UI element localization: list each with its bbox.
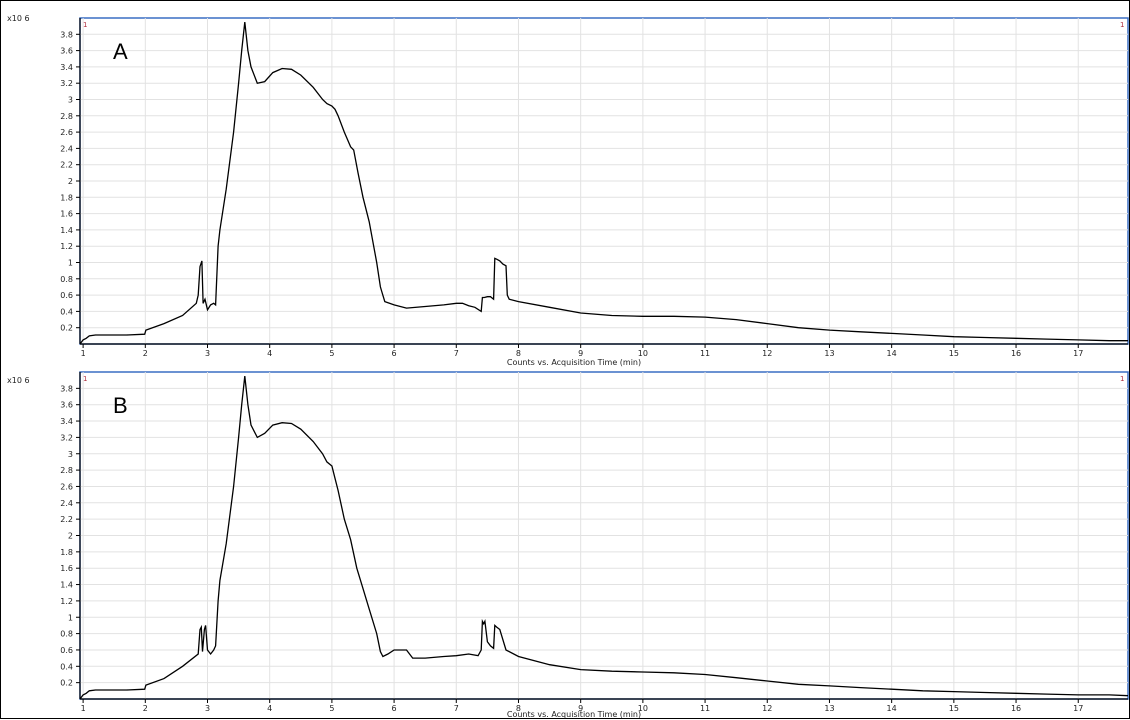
y-tick-label: 1: [68, 259, 73, 268]
x-tick-label: 7: [454, 704, 459, 713]
series-line: [79, 376, 1129, 700]
x-tick-label: 8: [516, 349, 521, 358]
x-tick-label: 12: [762, 704, 772, 713]
corner-marker-left: 1: [83, 375, 87, 383]
x-tick-label: 3: [205, 349, 210, 358]
x-tick-label: 4: [267, 704, 272, 713]
y-tick-label: 1.6: [60, 564, 73, 573]
x-tick-label: 14: [887, 349, 897, 358]
x-tick-label: 6: [392, 349, 397, 358]
y-scale-label: x10 6: [7, 376, 30, 385]
x-tick-label: 1: [81, 704, 86, 713]
x-tick-label: 16: [1011, 349, 1021, 358]
y-tick-label: 3.2: [60, 79, 73, 88]
x-tick-label: 10: [638, 704, 648, 713]
y-tick-label: 1.8: [60, 548, 73, 557]
y-tick-label: 1.4: [60, 581, 73, 590]
x-tick-label: 13: [824, 704, 834, 713]
y-tick-label: 3: [68, 450, 73, 459]
x-tick-label: 5: [329, 704, 334, 713]
x-tick-label: 6: [392, 704, 397, 713]
panel-label: B: [113, 393, 128, 418]
y-tick-label: 0.8: [60, 630, 73, 639]
y-tick-label: 1.6: [60, 210, 73, 219]
y-tick-label: 0.2: [60, 679, 73, 688]
x-tick-label: 11: [700, 704, 710, 713]
x-tick-label: 3: [205, 704, 210, 713]
y-tick-label: 2: [68, 177, 73, 186]
x-tick-label: 2: [143, 704, 148, 713]
y-tick-label: 3.6: [60, 401, 73, 410]
y-tick-label: 1.2: [60, 597, 73, 606]
y-tick-label: 0.4: [60, 662, 73, 671]
x-tick-label: 17: [1073, 704, 1083, 713]
x-axis-title: Counts vs. Acquisition Time (min): [507, 358, 641, 367]
y-tick-label: 2.6: [60, 482, 73, 491]
y-tick-label: 3: [68, 96, 73, 105]
x-tick-label: 12: [762, 349, 772, 358]
y-tick-label: 2.2: [60, 515, 73, 524]
y-tick-label: 0.4: [60, 307, 73, 316]
x-tick-label: 15: [949, 349, 959, 358]
y-tick-label: 2.8: [60, 112, 73, 121]
x-axis-title: Counts vs. Acquisition Time (min): [507, 710, 641, 719]
y-tick-label: 0.8: [60, 275, 73, 284]
x-tick-label: 9: [578, 704, 583, 713]
x-tick-label: 1: [81, 349, 86, 358]
x-tick-label: 4: [267, 349, 272, 358]
corner-marker-left: 1: [83, 21, 87, 29]
x-tick-label: 5: [329, 349, 334, 358]
panel-label: A: [113, 39, 128, 64]
x-tick-label: 10: [638, 349, 648, 358]
y-tick-label: 0.6: [60, 646, 73, 655]
y-tick-label: 3.8: [60, 30, 73, 39]
y-tick-label: 2.8: [60, 466, 73, 475]
series-line: [79, 22, 1128, 345]
y-tick-label: 1: [68, 613, 73, 622]
y-tick-label: 1.4: [60, 226, 73, 235]
y-tick-label: 2.4: [60, 144, 73, 153]
y-tick-label: 3.4: [60, 63, 73, 72]
x-tick-label: 11: [700, 349, 710, 358]
x-tick-label: 7: [454, 349, 459, 358]
y-tick-label: 2: [68, 532, 73, 541]
y-tick-label: 1.8: [60, 193, 73, 202]
y-tick-label: 2.6: [60, 128, 73, 137]
x-tick-label: 15: [949, 704, 959, 713]
x-tick-label: 13: [824, 349, 834, 358]
y-tick-label: 1.2: [60, 242, 73, 251]
corner-marker-right: 1: [1120, 21, 1124, 29]
panel-b: 1 2 3 4 5 6 7 8 9 10 11 12 13 14 15 16 170.20.40.60.811.…: [7, 371, 1129, 719]
y-scale-label: x10 6: [7, 14, 30, 23]
x-tick-label: 2: [143, 349, 148, 358]
y-tick-label: 3.2: [60, 433, 73, 442]
x-tick-label: 17: [1073, 349, 1083, 358]
x-tick-label: 9: [578, 349, 583, 358]
y-tick-label: 3.6: [60, 47, 73, 56]
y-tick-label: 2.2: [60, 161, 73, 170]
x-tick-label: 8: [516, 704, 521, 713]
y-tick-label: 2.4: [60, 499, 73, 508]
y-tick-label: 3.4: [60, 417, 73, 426]
y-tick-label: 3.8: [60, 384, 73, 393]
panel-a: 1 2 3 4 5 6 7 8 9 10 11 12 13 14 15 16 170.20.40.60.811.…: [7, 14, 1129, 367]
y-tick-label: 0.6: [60, 291, 73, 300]
y-tick-label: 0.2: [60, 324, 73, 333]
x-tick-label: 14: [887, 704, 897, 713]
corner-marker-right: 1: [1120, 375, 1124, 383]
x-tick-label: 16: [1011, 704, 1021, 713]
